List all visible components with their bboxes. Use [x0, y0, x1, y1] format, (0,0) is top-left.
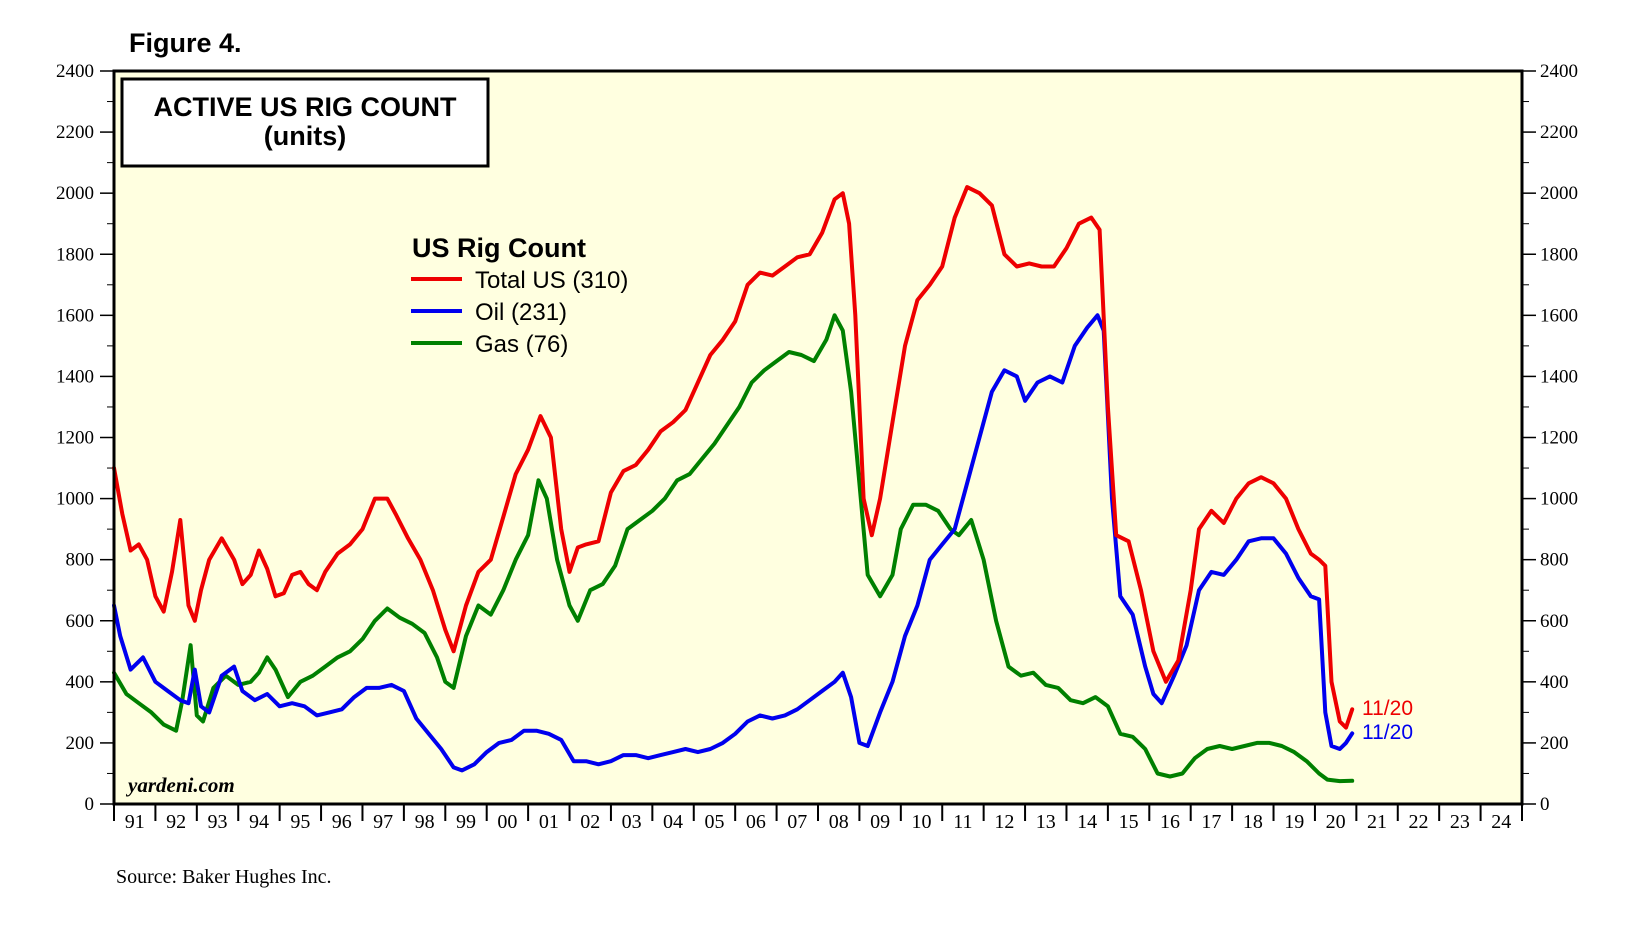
x-tick-label: 02	[580, 811, 600, 833]
series-line-oil	[112, 313, 1355, 773]
y-tick-label-right: 600	[1540, 611, 1569, 632]
x-tick-label: 13	[1036, 811, 1056, 833]
series-layer	[112, 185, 1355, 784]
x-tick-label: 11	[953, 811, 972, 833]
legend-title: US Rig Count	[412, 233, 586, 263]
x-tick-label: 01	[539, 811, 559, 833]
figure-label: Figure 4.	[129, 28, 242, 58]
y-tick-label-left: 0	[85, 794, 95, 815]
y-tick-label-left: 1600	[56, 305, 94, 326]
y-tick-label-left: 1000	[56, 489, 94, 510]
series-line-total	[112, 185, 1355, 730]
y-tick-label-left: 400	[66, 672, 95, 693]
x-tick-label: 04	[663, 811, 683, 833]
x-tick-label: 95	[290, 811, 310, 833]
x-tick-label: 07	[787, 811, 807, 833]
y-tick-label-right: 2000	[1540, 183, 1578, 204]
x-tick-label: 21	[1367, 811, 1387, 833]
chart-title: ACTIVE US RIG COUNT	[153, 92, 457, 122]
chart-subtitle: (units)	[264, 121, 346, 151]
x-tick-label: 16	[1160, 811, 1180, 833]
x-tick-label: 17	[1201, 811, 1221, 833]
left-y-axis: 0 200 400 600 800 1000 1200 1400 1600 1800 2000 220…	[56, 61, 114, 815]
x-tick-label: 14	[1077, 811, 1097, 833]
plot-area	[114, 71, 1522, 804]
x-tick-label: 05	[704, 811, 724, 833]
y-tick-label-right: 1200	[1540, 428, 1578, 449]
y-tick-label-right: 200	[1540, 733, 1569, 754]
x-tick-label: 10	[912, 811, 932, 833]
watermark: yardeni.com	[125, 773, 235, 797]
x-tick-label: 93	[208, 811, 228, 833]
x-tick-label: 94	[249, 811, 269, 833]
x-tick-label: 92	[166, 811, 186, 833]
x-tick-label: 99	[456, 811, 476, 833]
y-tick-label-left: 1400	[56, 366, 94, 387]
y-tick-label-left: 2200	[56, 122, 94, 143]
source-note: Source: Baker Hughes Inc.	[116, 866, 332, 888]
x-tick-label: 08	[829, 811, 849, 833]
title-box-frame	[120, 77, 490, 168]
x-tick-label: 09	[870, 811, 890, 833]
plot-border	[112, 69, 1524, 806]
legend-label-total: Total US (310)	[475, 267, 628, 294]
y-tick-label-right: 1800	[1540, 244, 1578, 265]
y-tick-label-left: 1200	[56, 428, 94, 449]
x-tick-label: 96	[332, 811, 352, 833]
y-tick-label-left: 800	[66, 550, 95, 571]
end-label-total: 11/20	[1362, 697, 1413, 720]
y-tick-label-right: 400	[1540, 672, 1569, 693]
x-tick-label: 12	[994, 811, 1014, 833]
x-tick-label: 15	[1119, 811, 1139, 833]
x-tick-label: 00	[497, 811, 517, 833]
right-y-axis: 0 200 400 600 800 1000 1200 1400 1600 1800 2000 220…	[1522, 61, 1578, 815]
x-tick-label: 98	[415, 811, 435, 833]
y-tick-label-right: 2400	[1540, 61, 1578, 82]
x-tick-label: 06	[746, 811, 766, 833]
y-tick-label-right: 800	[1540, 550, 1569, 571]
x-tick-label: 03	[622, 811, 642, 833]
y-tick-label-left: 600	[66, 611, 95, 632]
x-tick-label: 18	[1243, 811, 1263, 833]
x-tick-label: 19	[1284, 811, 1304, 833]
y-tick-label-right: 1600	[1540, 305, 1578, 326]
legend: US Rig Count Total US (310) Oil (231) Ga…	[411, 233, 628, 358]
title-box: ACTIVE US RIG COUNT (units)	[120, 77, 490, 168]
y-tick-label-left: 2400	[56, 61, 94, 82]
x-tick-label: 24	[1491, 811, 1511, 833]
x-tick-label: 97	[373, 811, 393, 833]
x-tick-label: 22	[1408, 811, 1428, 833]
y-tick-label-left: 200	[66, 733, 95, 754]
legend-label-oil: Oil (231)	[475, 299, 567, 326]
y-tick-label-left: 1800	[56, 244, 94, 265]
y-tick-label-left: 2000	[56, 183, 94, 204]
y-tick-label-right: 1400	[1540, 366, 1578, 387]
y-tick-label-right: 2200	[1540, 122, 1578, 143]
x-tick-label: 20	[1326, 811, 1346, 833]
legend-label-gas: Gas (76)	[475, 331, 568, 358]
x-tick-label: 91	[125, 811, 145, 833]
x-tick-label: 23	[1450, 811, 1470, 833]
series-line-gas	[112, 313, 1355, 784]
y-tick-label-right: 0	[1540, 794, 1550, 815]
x-axis: 91 92 93 94 95 96 97 98 99 00 01 02 03 04 05 06 07 08 09 10…	[113, 804, 1523, 833]
y-tick-label-right: 1000	[1540, 489, 1578, 510]
end-label-oil: 11/20	[1362, 721, 1413, 744]
